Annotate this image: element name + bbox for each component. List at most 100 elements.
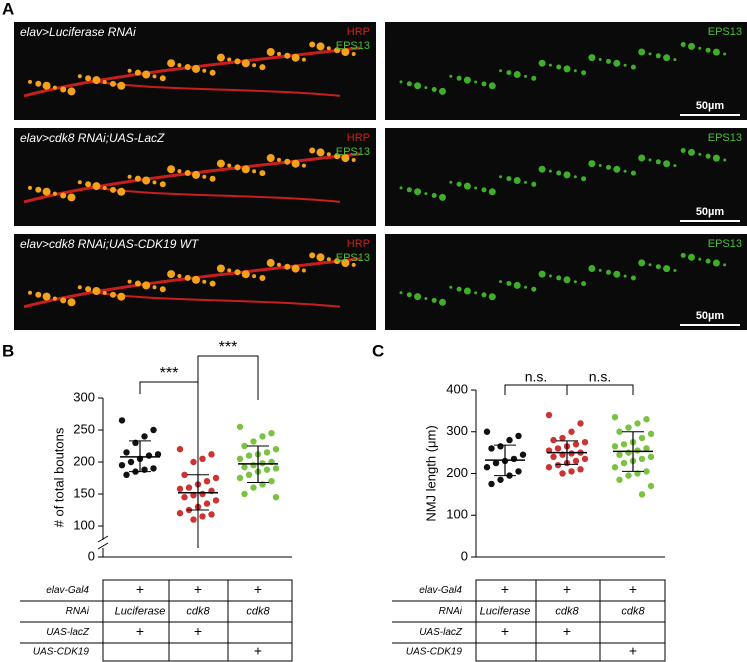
data-point — [545, 411, 553, 419]
bouton — [588, 160, 596, 168]
bracket — [139, 381, 199, 548]
table-cell: + — [501, 581, 509, 597]
bouton — [301, 268, 306, 273]
bouton — [77, 285, 82, 290]
bouton — [655, 159, 661, 165]
bouton — [474, 291, 478, 295]
bouton — [209, 175, 216, 182]
data-point — [236, 423, 244, 430]
bouton — [341, 48, 350, 57]
data-point — [241, 442, 248, 450]
channel-label: HRP — [347, 26, 370, 38]
genotype-label: elav>Luciferase RNAi — [20, 25, 136, 39]
y-tick-label: 100 — [446, 507, 468, 522]
bouton — [638, 259, 646, 267]
bouton — [184, 64, 191, 70]
bouton — [209, 280, 216, 287]
panel-label: C — [372, 341, 384, 360]
table-cell: + — [136, 623, 144, 639]
bouton — [506, 281, 512, 286]
bouton — [648, 52, 652, 56]
table-cell: + — [254, 581, 262, 597]
data-point — [611, 413, 619, 421]
bouton — [67, 193, 76, 202]
data-point — [145, 452, 153, 459]
table-cell: + — [563, 623, 571, 639]
y-tick-label: 250 — [73, 421, 95, 436]
bouton — [241, 270, 250, 279]
bouton — [291, 53, 300, 62]
y-tick-label: 0 — [461, 548, 468, 563]
bouton — [456, 286, 462, 292]
bouton — [102, 290, 107, 295]
bouton — [513, 177, 521, 184]
bouton — [563, 65, 571, 73]
data-point — [127, 458, 135, 466]
channel-label: EPS13 — [336, 146, 370, 158]
bouton — [414, 293, 422, 301]
bouton — [167, 270, 176, 279]
panel-label: B — [2, 341, 14, 360]
bracket — [197, 355, 259, 400]
bouton — [424, 86, 428, 90]
bouton — [52, 191, 57, 196]
bouton — [142, 281, 151, 290]
row-label: elav-Gal4 — [46, 585, 89, 596]
bouton — [424, 297, 428, 300]
bouton — [630, 275, 636, 281]
data-point — [268, 478, 275, 485]
bouton — [513, 71, 521, 78]
bouton — [538, 59, 546, 67]
bouton — [538, 270, 546, 278]
bouton — [127, 68, 132, 73]
data-point — [241, 463, 248, 471]
bouton — [167, 165, 176, 174]
bouton — [85, 286, 92, 293]
bouton — [406, 292, 412, 298]
data-point — [616, 476, 623, 483]
y-tick-label: 200 — [446, 465, 468, 480]
data-point — [515, 432, 522, 440]
data-point — [550, 453, 557, 460]
significance: *** — [160, 365, 179, 382]
data-point — [497, 443, 504, 450]
data-point — [492, 459, 500, 467]
data-point — [150, 465, 157, 472]
bouton — [481, 81, 487, 87]
bouton — [192, 275, 200, 284]
bouton — [334, 258, 341, 265]
table-cell: + — [629, 581, 637, 597]
row-label: UAS-CDK19 — [33, 647, 90, 658]
bouton — [688, 42, 695, 50]
data-point — [545, 464, 553, 471]
data-point — [141, 433, 148, 440]
table-cell: Luciferase — [115, 605, 166, 617]
bouton — [638, 48, 646, 56]
bouton — [284, 158, 291, 165]
bouton — [334, 153, 341, 160]
bouton — [439, 193, 446, 201]
bouton — [598, 58, 602, 61]
bouton — [35, 186, 42, 193]
bouton — [60, 297, 67, 304]
row-label: UAS-CDK19 — [406, 647, 463, 658]
bouton — [449, 285, 453, 289]
bouton — [184, 274, 191, 281]
data-point — [634, 447, 641, 454]
bouton — [414, 82, 422, 90]
bouton — [524, 74, 527, 78]
data-point — [488, 480, 495, 488]
table-cell: + — [563, 581, 571, 597]
bouton — [202, 174, 207, 179]
bouton — [241, 59, 250, 68]
data-point — [272, 446, 280, 453]
bouton — [499, 280, 503, 284]
data-point — [150, 426, 157, 434]
table-cell: + — [629, 643, 637, 659]
bouton — [309, 252, 316, 259]
bouton — [234, 58, 241, 65]
data-point — [572, 441, 580, 448]
data-point — [208, 451, 215, 458]
channel-label: EPS13 — [708, 132, 742, 144]
